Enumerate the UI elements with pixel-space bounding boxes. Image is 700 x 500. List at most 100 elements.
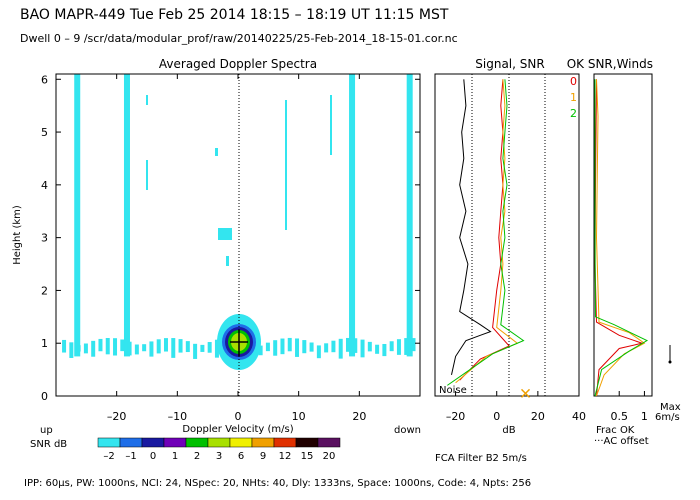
y-tick-label: 2 [41, 284, 48, 297]
speckle [215, 148, 218, 156]
colorbar-cell [229, 437, 253, 448]
noise-band-cell [280, 338, 285, 355]
colorbar-cell [185, 437, 209, 448]
winds-panel: 0.5 1 012 Frac OK ···AC offset Max 6m/s [570, 73, 681, 447]
colorbar-cell [295, 437, 319, 448]
y-tick-label: 6 [41, 73, 48, 86]
noise-band-cell [105, 337, 110, 355]
noise-band-cell [178, 339, 183, 353]
snr-x-tick-label: 20 [531, 410, 545, 423]
noise-band-cell [62, 339, 67, 353]
winds-frame [593, 73, 653, 397]
winds-x-tick-label: 0.5 [610, 410, 628, 423]
colorbar-label: 6 [238, 451, 244, 462]
colorbar-cells [97, 437, 341, 448]
y-tick-label: 0 [41, 390, 48, 403]
colorbar-label: 1 [172, 451, 178, 462]
spectra-xlabel: Doppler Velocity (m/s) [182, 424, 293, 435]
noise-band-cell [76, 345, 81, 352]
y-tick-label: 1 [41, 337, 48, 350]
noise-band-cell [360, 339, 365, 358]
snr-x-tick-label: 40 [572, 410, 586, 423]
noise-band-cell [411, 338, 416, 352]
noise-band-cell [83, 343, 88, 354]
snr-x-tick-label: 0 [493, 410, 500, 423]
noise-band-cell [338, 338, 343, 359]
colorbar-cell [251, 437, 275, 448]
spectra-cyan-columns [74, 74, 413, 357]
snr-series-snr2 [447, 79, 525, 386]
noise-band-cell [91, 340, 96, 357]
noise-band-cell [185, 341, 190, 353]
speckle [226, 256, 229, 266]
speckle [146, 95, 148, 105]
noise-band-cell [316, 345, 321, 359]
y-tick-label: 4 [41, 179, 48, 192]
noise-band-cell [382, 343, 387, 357]
noise-band-cell [171, 338, 176, 358]
noise-band-cell [375, 344, 380, 354]
x-tick-label: –10 [168, 410, 188, 423]
snr-colorbar: SNR dB –2 –1 0 1 2 3 6 9 12 15 20 [30, 437, 341, 462]
colorbar-label: 12 [279, 451, 292, 462]
footer-params: IPP: 60µs, PW: 1000ns, NCI: 24, NSpec: 2… [24, 478, 531, 489]
noise-band-cell [163, 338, 168, 352]
noise-band-cell [207, 342, 212, 353]
echo-core [217, 314, 261, 370]
header-title: BAO MAPR-449 Tue Feb 25 2014 18:15 – 18:… [20, 7, 449, 23]
winds-panel-title: OK SNR,Winds [567, 57, 653, 71]
snr-x-ticks: –20 0 20 40 [446, 391, 586, 423]
noise-band-cell [134, 344, 139, 355]
noise-band-cell [396, 339, 401, 355]
colorbar-label: 20 [323, 451, 336, 462]
colorbar-label: 15 [301, 451, 314, 462]
y-tick-label: 5 [41, 126, 48, 139]
speckle [218, 228, 232, 240]
colorbar-label: –1 [125, 451, 136, 462]
cyan-column [406, 74, 413, 357]
noise-band-cell [273, 340, 278, 356]
colorbar-title: SNR dB [30, 439, 67, 450]
winds-x-ticks: 0.5 1 [610, 391, 648, 423]
x-tick-label: –20 [107, 410, 127, 423]
up-label: up [40, 425, 53, 436]
speckle [75, 95, 77, 235]
colorbar-label: 0 [150, 451, 156, 462]
noise-band-cell [404, 338, 409, 355]
snr-frame [434, 73, 580, 397]
colorbar-cell [97, 437, 121, 448]
noise-band-cell [142, 344, 147, 352]
snr-xlabel: dB [502, 425, 515, 436]
cyan-column [123, 74, 130, 357]
noise-band-cell [156, 339, 161, 354]
winds-legend-item: 1 [570, 91, 577, 104]
snr-series [447, 79, 531, 398]
spectra-panel: –20 –10 0 10 20 0 1 2 3 4 5 6 Height (km) Doppler … [12, 73, 421, 436]
snr-series-signal [451, 79, 492, 376]
fca-label: FCA Filter B2 5m/s [435, 453, 527, 464]
x-tick-label: 20 [352, 410, 366, 423]
wind-arrow-tip [668, 360, 672, 364]
frac-ok-label: Frac OK [596, 425, 635, 436]
speckle [285, 100, 287, 230]
winds-series [594, 79, 649, 397]
spectra-x-ticks: –20 –10 0 10 20 [107, 74, 366, 423]
noise-band-cell [367, 341, 372, 352]
noise-band-cell [113, 338, 118, 356]
snr-panel: –20 0 20 40 Noise dB [434, 73, 586, 436]
ac-offset-label: ···AC offset [594, 436, 649, 447]
noise-band-cell [353, 338, 358, 353]
snr-x-tick-label: –20 [446, 410, 466, 423]
noise-band-cell [193, 343, 198, 359]
noise-band-cell [98, 338, 103, 352]
colorbar-cell [119, 437, 143, 448]
colorbar-label: 9 [260, 451, 266, 462]
y-tick-label: 3 [41, 232, 48, 245]
colorbar-cell [317, 437, 341, 448]
noise-band-cell [200, 344, 205, 352]
colorbar-cell [163, 437, 187, 448]
noise-label: Noise [439, 385, 467, 396]
winds-legend: 0 1 2 [570, 75, 577, 120]
noise-band-cell [389, 341, 394, 352]
